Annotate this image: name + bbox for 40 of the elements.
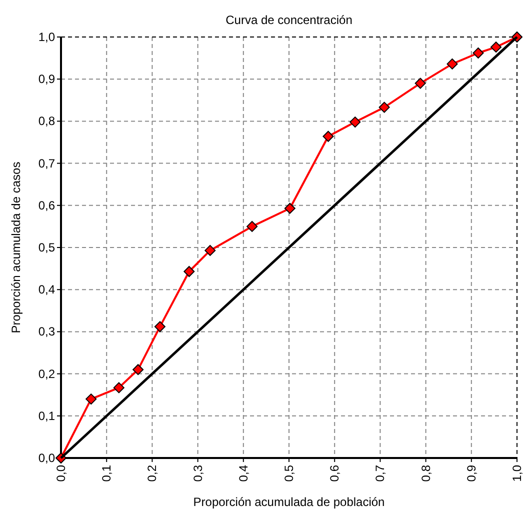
x-axis-title: Proporción acumulada de población [193, 495, 385, 509]
point [184, 266, 195, 277]
point [414, 78, 426, 89]
point [322, 130, 334, 142]
point [113, 382, 124, 394]
x-tick-label: 0,0 [54, 464, 68, 482]
y-tick-label: 1,0 [38, 30, 56, 44]
point [446, 58, 458, 70]
point [86, 394, 97, 405]
y-tick-label: 0,1 [38, 408, 56, 423]
y-tick-label: 0,2 [38, 366, 56, 381]
point [154, 321, 166, 332]
x-tick-label: 0,4 [236, 464, 250, 482]
point [350, 116, 361, 128]
y-tick-label: 0,9 [38, 72, 56, 86]
y-tick-label: 0,7 [38, 156, 56, 170]
y-tick-label: 0,6 [38, 198, 56, 212]
y-axis-title: Proporción acumulada de casos [9, 162, 23, 334]
x-tick-label: 1,0 [510, 464, 524, 482]
chart-title: Curva de concentración [226, 13, 352, 27]
x-tick-label: 0,1 [100, 464, 114, 482]
x-tick-label: 0,6 [328, 464, 342, 482]
point [378, 102, 390, 113]
x-tick-label: 0,2 [145, 464, 160, 482]
point [284, 202, 296, 214]
x-tick-label: 0,3 [190, 464, 205, 482]
x-tick-label: 0,9 [464, 464, 478, 482]
point [246, 220, 258, 232]
point [132, 364, 144, 376]
x-tick-label: 0,8 [418, 464, 433, 482]
point [204, 244, 216, 256]
y-tick-label: 0,5 [38, 240, 56, 254]
point [472, 48, 484, 58]
x-tick-label: 0,5 [282, 464, 296, 482]
y-tick-label: 0,8 [38, 114, 56, 128]
x-tick-label: 0,7 [373, 464, 388, 482]
point [490, 42, 502, 53]
y-tick-label: 0,3 [38, 324, 56, 339]
y-tick-label: 0,4 [38, 282, 56, 297]
y-tick-label: 0,0 [38, 451, 56, 465]
